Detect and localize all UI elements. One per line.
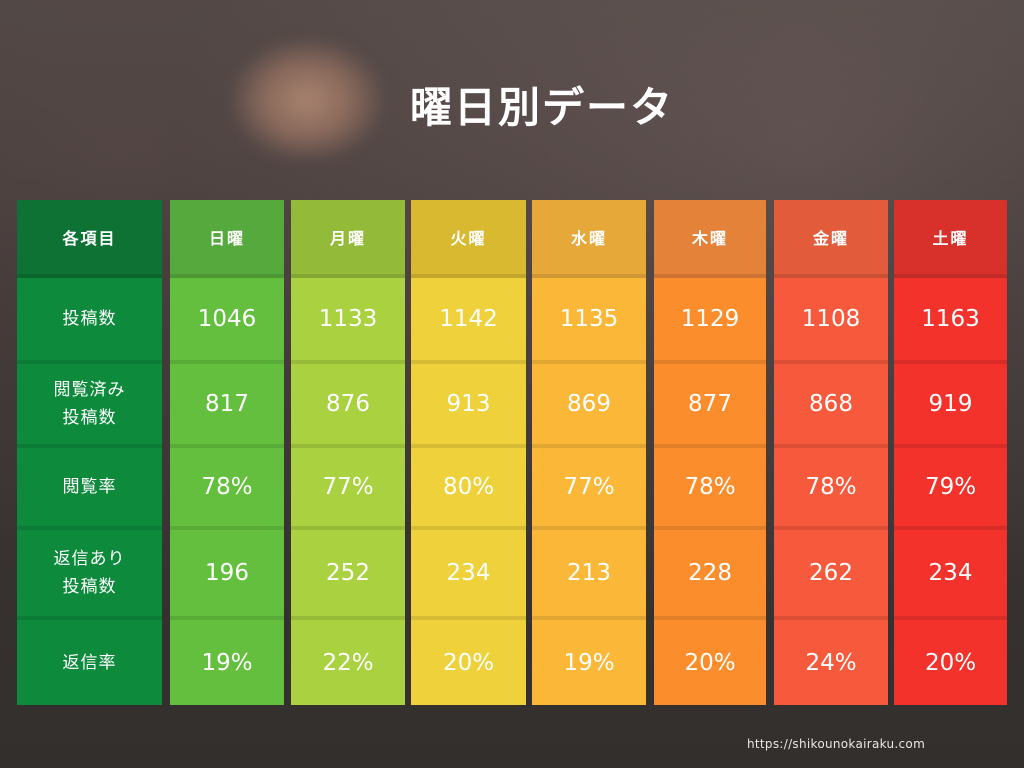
table-cell-value: 19% [170, 620, 284, 705]
blurred-logo-image [232, 40, 382, 160]
row-label: 返信あり 投稿数 [17, 530, 162, 620]
table-cell-value: 868 [774, 364, 888, 448]
table-cell-value: 1135 [532, 278, 646, 364]
table-cell-value: 77% [532, 448, 646, 530]
column-header: 金曜 [774, 200, 888, 278]
table-cell-value: 1108 [774, 278, 888, 364]
column-day: 金曜 1108 868 78% 262 24% [774, 200, 888, 705]
table-cell-value: 77% [291, 448, 405, 530]
table-cell-value: 79% [894, 448, 1007, 530]
table-cell-value: 234 [411, 530, 526, 620]
table-cell-value: 24% [774, 620, 888, 705]
table-cell-value: 919 [894, 364, 1007, 448]
row-label: 投稿数 [17, 278, 162, 364]
table-cell-value: 1142 [411, 278, 526, 364]
column-header: 月曜 [291, 200, 405, 278]
table-cell-value: 228 [654, 530, 766, 620]
row-label: 閲覧率 [17, 448, 162, 530]
column-header: 水曜 [532, 200, 646, 278]
table-cell-value: 19% [532, 620, 646, 705]
column-day: 水曜 1135 869 77% 213 19% [532, 200, 646, 705]
table-cell-value: 876 [291, 364, 405, 448]
data-table: 各項目 投稿数 閲覧済み 投稿数 閲覧率 返信あり 投稿数 返信率 日曜 1046 817 78%… [0, 200, 1024, 705]
table-cell-value: 262 [774, 530, 888, 620]
table-cell-value: 80% [411, 448, 526, 530]
table-cell-value: 78% [170, 448, 284, 530]
table-cell-value: 913 [411, 364, 526, 448]
table-cell-value: 1163 [894, 278, 1007, 364]
table-cell-value: 817 [170, 364, 284, 448]
table-cell-value: 22% [291, 620, 405, 705]
column-header-label: 各項目 [17, 200, 162, 278]
table-cell-value: 252 [291, 530, 405, 620]
column-labels: 各項目 投稿数 閲覧済み 投稿数 閲覧率 返信あり 投稿数 返信率 [17, 200, 162, 705]
column-day: 火曜 1142 913 80% 234 20% [411, 200, 526, 705]
column-day: 月曜 1133 876 77% 252 22% [291, 200, 405, 705]
table-cell-value: 78% [774, 448, 888, 530]
page-title: 曜日別データ [409, 83, 674, 132]
table-cell-value: 20% [411, 620, 526, 705]
column-header: 木曜 [654, 200, 766, 278]
column-day: 土曜 1163 919 79% 234 20% [894, 200, 1007, 705]
table-cell-value: 1129 [654, 278, 766, 364]
column-header: 火曜 [411, 200, 526, 278]
table-cell-value: 78% [654, 448, 766, 530]
table-cell-value: 1046 [170, 278, 284, 364]
table-cell-value: 213 [532, 530, 646, 620]
table-cell-value: 234 [894, 530, 1007, 620]
column-day: 木曜 1129 877 78% 228 20% [654, 200, 766, 705]
table-cell-value: 20% [654, 620, 766, 705]
row-label: 返信率 [17, 620, 162, 705]
column-day: 日曜 1046 817 78% 196 19% [170, 200, 284, 705]
footer-url: https://shikounokairaku.com [747, 737, 926, 751]
column-header: 土曜 [894, 200, 1007, 278]
table-cell-value: 20% [894, 620, 1007, 705]
table-cell-value: 1133 [291, 278, 405, 364]
table-cell-value: 877 [654, 364, 766, 448]
table-cell-value: 869 [532, 364, 646, 448]
table-cell-value: 196 [170, 530, 284, 620]
row-label: 閲覧済み 投稿数 [17, 364, 162, 448]
column-header: 日曜 [170, 200, 284, 278]
